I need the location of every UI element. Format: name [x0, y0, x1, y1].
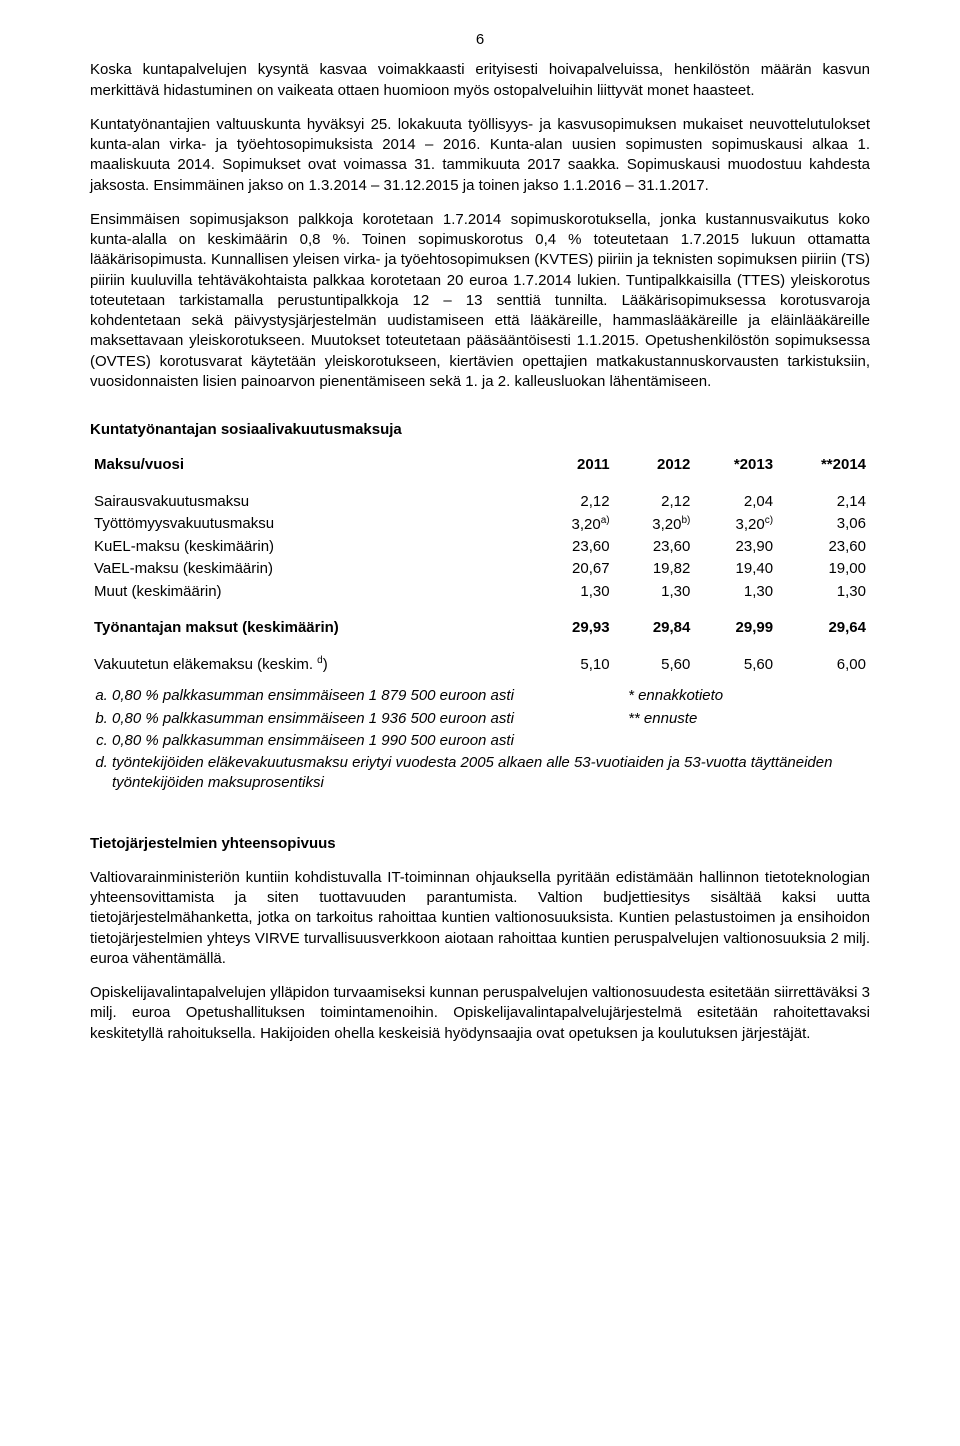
- paragraph-5: Opiskelijavalintapalvelujen ylläpidon tu…: [90, 983, 870, 1044]
- th-label: Maksu/vuosi: [90, 454, 533, 476]
- cell: 2,04: [694, 491, 777, 513]
- th-2011: 2011: [533, 454, 614, 476]
- table-row: KuEL-maksu (keskimäärin) 23,60 23,60 23,…: [90, 536, 870, 558]
- cell-label: Työnantajan maksut (keskimäärin): [90, 617, 533, 639]
- cell-label: VaEL-maksu (keskimäärin): [90, 558, 533, 580]
- note-c: 0,80 % palkkasumman ensimmäiseen 1 990 5…: [112, 731, 870, 751]
- cell: 1,30: [694, 581, 777, 603]
- th-2014: **2014: [777, 454, 870, 476]
- cell: 5,10: [533, 653, 614, 676]
- cell: 19,00: [777, 558, 870, 580]
- cell: 3,20b): [614, 513, 695, 536]
- cell: 20,67: [533, 558, 614, 580]
- paragraph-3: Ensimmäisen sopimusjakson palkkoja korot…: [90, 210, 870, 392]
- note-b: 0,80 % palkkasumman ensimmäiseen 1 936 5…: [112, 709, 870, 729]
- table-row: Muut (keskimäärin) 1,30 1,30 1,30 1,30: [90, 581, 870, 603]
- cell: 23,60: [777, 536, 870, 558]
- cell-label: Vakuutetun eläkemaksu (keskim. d): [90, 653, 533, 676]
- cell: 23,60: [614, 536, 695, 558]
- cell-label: Työttömyysvakuutusmaksu: [90, 513, 533, 536]
- maksu-table: Maksu/vuosi 2011 2012 *2013 **2014 Saira…: [90, 454, 870, 676]
- cell: 2,12: [614, 491, 695, 513]
- cell: 5,60: [614, 653, 695, 676]
- note-a-side: * ennakkotieto: [628, 686, 723, 706]
- section-heading-tieto: Tietojärjestelmien yhteensopivuus: [90, 834, 870, 854]
- cell: 29,99: [694, 617, 777, 639]
- cell: 23,60: [533, 536, 614, 558]
- cell: 1,30: [533, 581, 614, 603]
- th-2012: 2012: [614, 454, 695, 476]
- cell: 19,82: [614, 558, 695, 580]
- page-number: 6: [90, 30, 870, 50]
- paragraph-4: Valtiovarainministeriön kuntiin kohdistu…: [90, 868, 870, 969]
- table-row: Työttömyysvakuutusmaksu 3,20a) 3,20b) 3,…: [90, 513, 870, 536]
- table-row: Sairausvakuutusmaksu 2,12 2,12 2,04 2,14: [90, 491, 870, 513]
- cell: 23,90: [694, 536, 777, 558]
- cell: 29,64: [777, 617, 870, 639]
- note-d: työntekijöiden eläkevakuutusmaksu eriyty…: [112, 753, 870, 794]
- cell: 5,60: [694, 653, 777, 676]
- cell: 19,40: [694, 558, 777, 580]
- note-b-side: ** ennuste: [628, 709, 697, 729]
- cell: 2,14: [777, 491, 870, 513]
- paragraph-2: Kuntatyönantajien valtuuskunta hyväksyi …: [90, 115, 870, 196]
- cell-label: Sairausvakuutusmaksu: [90, 491, 533, 513]
- section-heading-maksut: Kuntatyönantajan sosiaalivakuutusmaksuja: [90, 420, 870, 440]
- footnotes: 0,80 % palkkasumman ensimmäiseen 1 879 5…: [90, 686, 870, 793]
- paragraph-1: Koska kuntapalvelujen kysyntä kasvaa voi…: [90, 60, 870, 101]
- th-2013: *2013: [694, 454, 777, 476]
- cell: 3,06: [777, 513, 870, 536]
- cell: 3,20a): [533, 513, 614, 536]
- document-page: 6 Koska kuntapalvelujen kysyntä kasvaa v…: [0, 0, 960, 1446]
- cell-label: KuEL-maksu (keskimäärin): [90, 536, 533, 558]
- table-extra-row: Vakuutetun eläkemaksu (keskim. d) 5,10 5…: [90, 653, 870, 676]
- cell-label: Muut (keskimäärin): [90, 581, 533, 603]
- cell: 2,12: [533, 491, 614, 513]
- note-a: 0,80 % palkkasumman ensimmäiseen 1 879 5…: [112, 686, 870, 706]
- cell: 3,20c): [694, 513, 777, 536]
- cell: 1,30: [614, 581, 695, 603]
- cell: 29,84: [614, 617, 695, 639]
- cell: 29,93: [533, 617, 614, 639]
- cell: 6,00: [777, 653, 870, 676]
- cell: 1,30: [777, 581, 870, 603]
- table-row: VaEL-maksu (keskimäärin) 20,67 19,82 19,…: [90, 558, 870, 580]
- table-sum-row: Työnantajan maksut (keskimäärin) 29,93 2…: [90, 617, 870, 639]
